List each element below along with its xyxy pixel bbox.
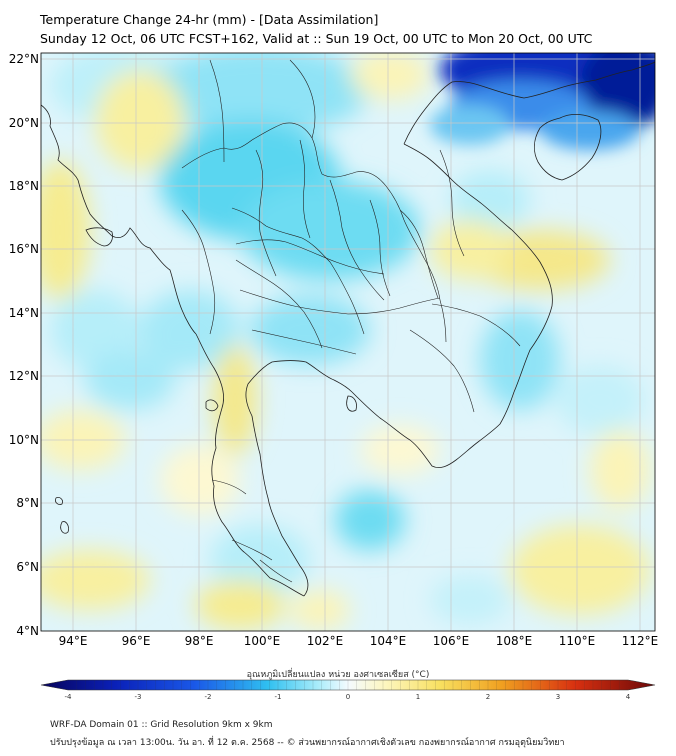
lat-label: 20°N xyxy=(9,116,39,130)
colorbar-tick-label: -3 xyxy=(135,693,142,701)
lon-label: 104°E xyxy=(370,634,407,648)
colorbar-tick-label: -1 xyxy=(275,693,282,701)
lon-label: 106°E xyxy=(433,634,470,648)
lat-label: 10°N xyxy=(9,433,39,447)
graticule xyxy=(41,53,655,631)
colorbar-tick-label: 1 xyxy=(416,693,420,701)
lon-label: 94°E xyxy=(59,634,88,648)
lat-label: 22°N xyxy=(9,52,39,66)
temperature-field xyxy=(41,53,655,631)
latitude-axis: 22°N 20°N 18°N 16°N 14°N 12°N 10°N 8°N 6… xyxy=(9,52,39,638)
lon-label: 98°E xyxy=(185,634,214,648)
colorbar-label: อุณหภูมิเปลี่ยนแปลง หน่วย องศาเซลเซียส (… xyxy=(246,670,430,680)
lat-label: 12°N xyxy=(9,369,39,383)
admin-borders xyxy=(181,59,521,583)
colorbar: -4 -3 -2 -1 0 1 2 3 4 xyxy=(40,679,656,701)
colorbar-tick-label: 3 xyxy=(556,693,560,701)
lon-label: 96°E xyxy=(122,634,151,648)
temperature-change-map: 22°N 20°N 18°N 16°N 14°N 12°N 10°N 8°N 6… xyxy=(9,52,659,701)
footer-domain-info: WRF-DA Domain 01 :: Grid Resolution 9km … xyxy=(50,720,273,730)
footer-credit: ปรับปรุงข้อมูล ณ เวลา 13:00น. วัน อา. ที… xyxy=(50,738,565,748)
lat-label: 16°N xyxy=(9,242,39,256)
lon-label: 112°E xyxy=(622,634,659,648)
coastlines xyxy=(41,61,655,597)
lat-label: 6°N xyxy=(16,560,39,574)
lon-label: 102°E xyxy=(307,634,344,648)
colorbar-tick-label: 0 xyxy=(346,693,350,701)
lat-label: 8°N xyxy=(16,496,39,510)
colorbar-tick-label: 4 xyxy=(626,693,631,701)
colorbar-tick-label: -4 xyxy=(65,693,73,701)
colorbar-bar xyxy=(40,679,656,691)
map-subtitle: Sunday 12 Oct, 06 UTC FCST+162, Valid at… xyxy=(40,31,593,46)
lon-label: 110°E xyxy=(559,634,596,648)
longitude-axis: 94°E 96°E 98°E 100°E 102°E 104°E 106°E 1… xyxy=(59,634,659,648)
lat-label: 14°N xyxy=(9,306,39,320)
lon-label: 108°E xyxy=(496,634,533,648)
colorbar-tick-label: 2 xyxy=(486,693,490,701)
map-title: Temperature Change 24-hr (mm) - [Data As… xyxy=(40,12,379,27)
map-frame xyxy=(40,52,656,632)
colorbar-tick-label: -2 xyxy=(205,693,212,701)
lat-label: 4°N xyxy=(16,624,39,638)
lon-label: 100°E xyxy=(244,634,281,648)
lat-label: 18°N xyxy=(9,179,39,193)
